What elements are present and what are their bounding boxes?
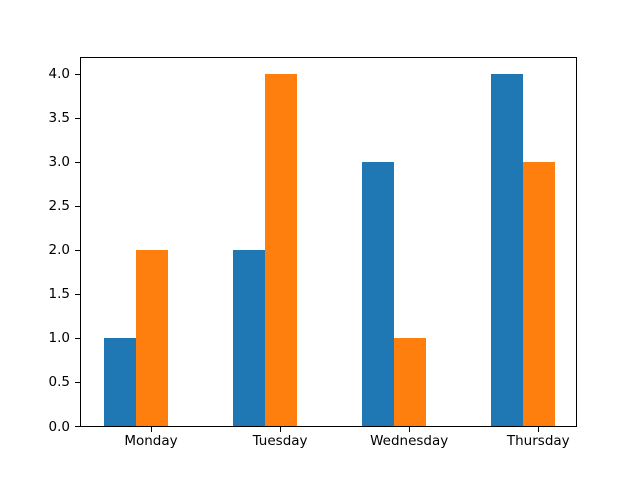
- x-tick-label-thursday: Thursday: [506, 433, 570, 449]
- y-tick-label: 3.5: [48, 110, 70, 127]
- bar-wednesday-orange: [394, 337, 427, 426]
- bar-monday-orange: [135, 249, 169, 426]
- bar-tuesday-blue: [232, 249, 265, 426]
- bar-tuesday-orange: [264, 73, 298, 426]
- y-tick-label: 0.0: [48, 418, 70, 435]
- y-tick-label: 1.0: [48, 330, 70, 347]
- y-tick-mark: [75, 337, 80, 339]
- y-tick-mark: [75, 117, 80, 119]
- bar-monday-blue: [103, 337, 136, 426]
- y-tick-mark: [75, 73, 80, 75]
- x-tick-label-monday: Monday: [124, 433, 178, 449]
- y-tick-mark: [75, 205, 80, 207]
- y-tick-label: 2.5: [48, 198, 70, 215]
- y-tick-mark: [75, 161, 80, 163]
- y-tick-label: 2.0: [48, 242, 70, 259]
- x-tick-mark: [408, 427, 410, 432]
- y-tick-mark: [75, 249, 80, 251]
- bar-thursday-orange: [523, 161, 556, 426]
- x-tick-label-tuesday: Tuesday: [252, 433, 308, 449]
- y-tick-label: 3.0: [48, 154, 70, 171]
- plot-area: [80, 57, 577, 427]
- y-tick-label: 4.0: [48, 66, 70, 83]
- bar-wednesday-blue: [361, 161, 395, 426]
- y-tick-mark: [75, 426, 80, 427]
- y-tick-mark: [75, 381, 80, 383]
- x-tick-mark: [279, 427, 281, 432]
- y-tick-label: 1.5: [48, 286, 70, 303]
- bar-thursday-blue: [490, 73, 524, 426]
- x-tick-label-wednesday: Wednesday: [370, 433, 449, 449]
- y-tick-label: 0.5: [48, 374, 70, 391]
- x-tick-mark: [537, 427, 539, 432]
- y-tick-mark: [75, 293, 80, 295]
- x-tick-mark: [150, 427, 152, 432]
